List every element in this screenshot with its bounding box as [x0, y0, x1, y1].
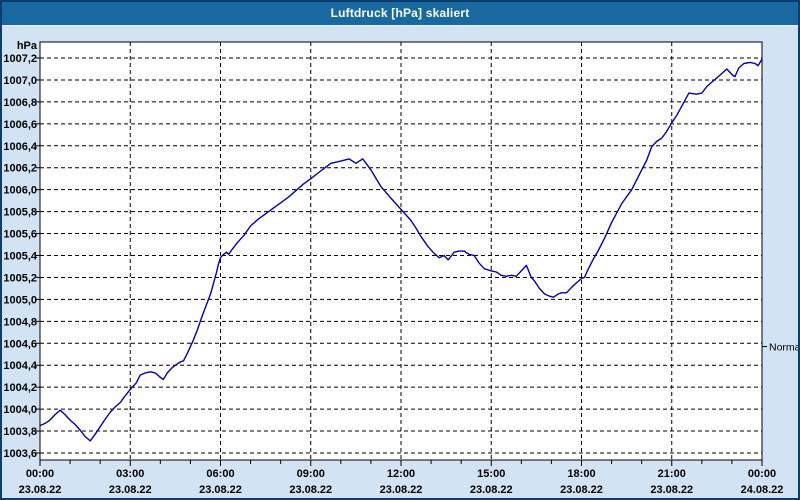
x-tick-date-label: 23.08.22	[650, 484, 693, 496]
x-tick-date-label: 23.08.22	[560, 484, 603, 496]
y-axis-unit-label: hPa	[17, 40, 38, 52]
x-tick-time-label: 12:00	[387, 468, 415, 480]
y-tick-label: 1006,4	[3, 141, 38, 153]
y-tick-label: 1004,8	[3, 316, 37, 328]
y-tick-label: 1006,0	[3, 185, 37, 197]
x-tick-date-label: 24.08.22	[741, 484, 784, 496]
normal-marker: Normal	[762, 342, 800, 354]
y-tick-label: 1005,4	[3, 251, 38, 263]
y-tick-label: 1004,2	[3, 382, 37, 394]
y-tick-label: 1005,8	[3, 207, 37, 219]
title-bar[interactable]: Luftdruck [hPa] skaliert	[2, 2, 798, 26]
chart-area: 1003,6 1003,8 1004,0 1004,2 1004,4 1004,6 1004…	[2, 26, 798, 498]
normal-label: Normal	[769, 342, 800, 354]
x-tick-date-label: 23.08.22	[470, 484, 513, 496]
plot-background	[40, 42, 762, 460]
x-tick-time-label: 00:00	[26, 468, 54, 480]
y-tick-label: 1006,2	[3, 163, 37, 175]
x-tick-time-label: 15:00	[477, 468, 505, 480]
x-tick-time-label: 06:00	[206, 468, 234, 480]
y-tick-label: 1004,0	[3, 404, 37, 416]
y-axis-labels: 1003,6 1003,8 1004,0 1004,2 1004,4 1004,6 1004…	[3, 40, 38, 460]
x-tick-date-label: 23.08.22	[289, 484, 332, 496]
y-tick-label: 1006,8	[3, 97, 37, 109]
x-tick-time-label: 18:00	[567, 468, 595, 480]
gridlines	[40, 42, 762, 460]
x-tick-time-label: 21:00	[658, 468, 686, 480]
pressure-line	[39, 58, 763, 442]
y-tick-label: 1004,4	[3, 360, 38, 372]
x-tick-date-label: 23.08.22	[380, 484, 423, 496]
y-tick-label: 1007,2	[3, 53, 37, 65]
y-tick-label: 1005,2	[3, 272, 37, 284]
y-tick-label: 1006,6	[3, 119, 37, 131]
y-tick-label: 1003,6	[3, 448, 37, 460]
y-tick-label: 1005,6	[3, 229, 37, 241]
x-tick-date-label: 23.08.22	[19, 484, 62, 496]
y-tick-label: 1007,0	[3, 75, 37, 87]
x-tick-time-label: 03:00	[116, 468, 144, 480]
pressure-chart: 1003,6 1003,8 1004,0 1004,2 1004,4 1004,6 1004…	[3, 40, 800, 496]
y-tick-label: 1003,8	[3, 426, 37, 438]
x-axis-labels: 00:00 23.08.22 03:00 23.08.22 06:00 23.08.22 0…	[19, 468, 784, 496]
y-tick-label: 1004,6	[3, 338, 37, 350]
x-tick-date-label: 23.08.22	[109, 484, 152, 496]
x-tick-time-label: 09:00	[297, 468, 325, 480]
y-tick-label: 1005,0	[3, 294, 37, 306]
window-title: Luftdruck [hPa] skaliert	[330, 6, 470, 20]
x-tick-date-label: 23.08.22	[199, 484, 242, 496]
x-tick-time-label: 00:00	[748, 468, 776, 480]
axis-ticks	[36, 57, 763, 466]
